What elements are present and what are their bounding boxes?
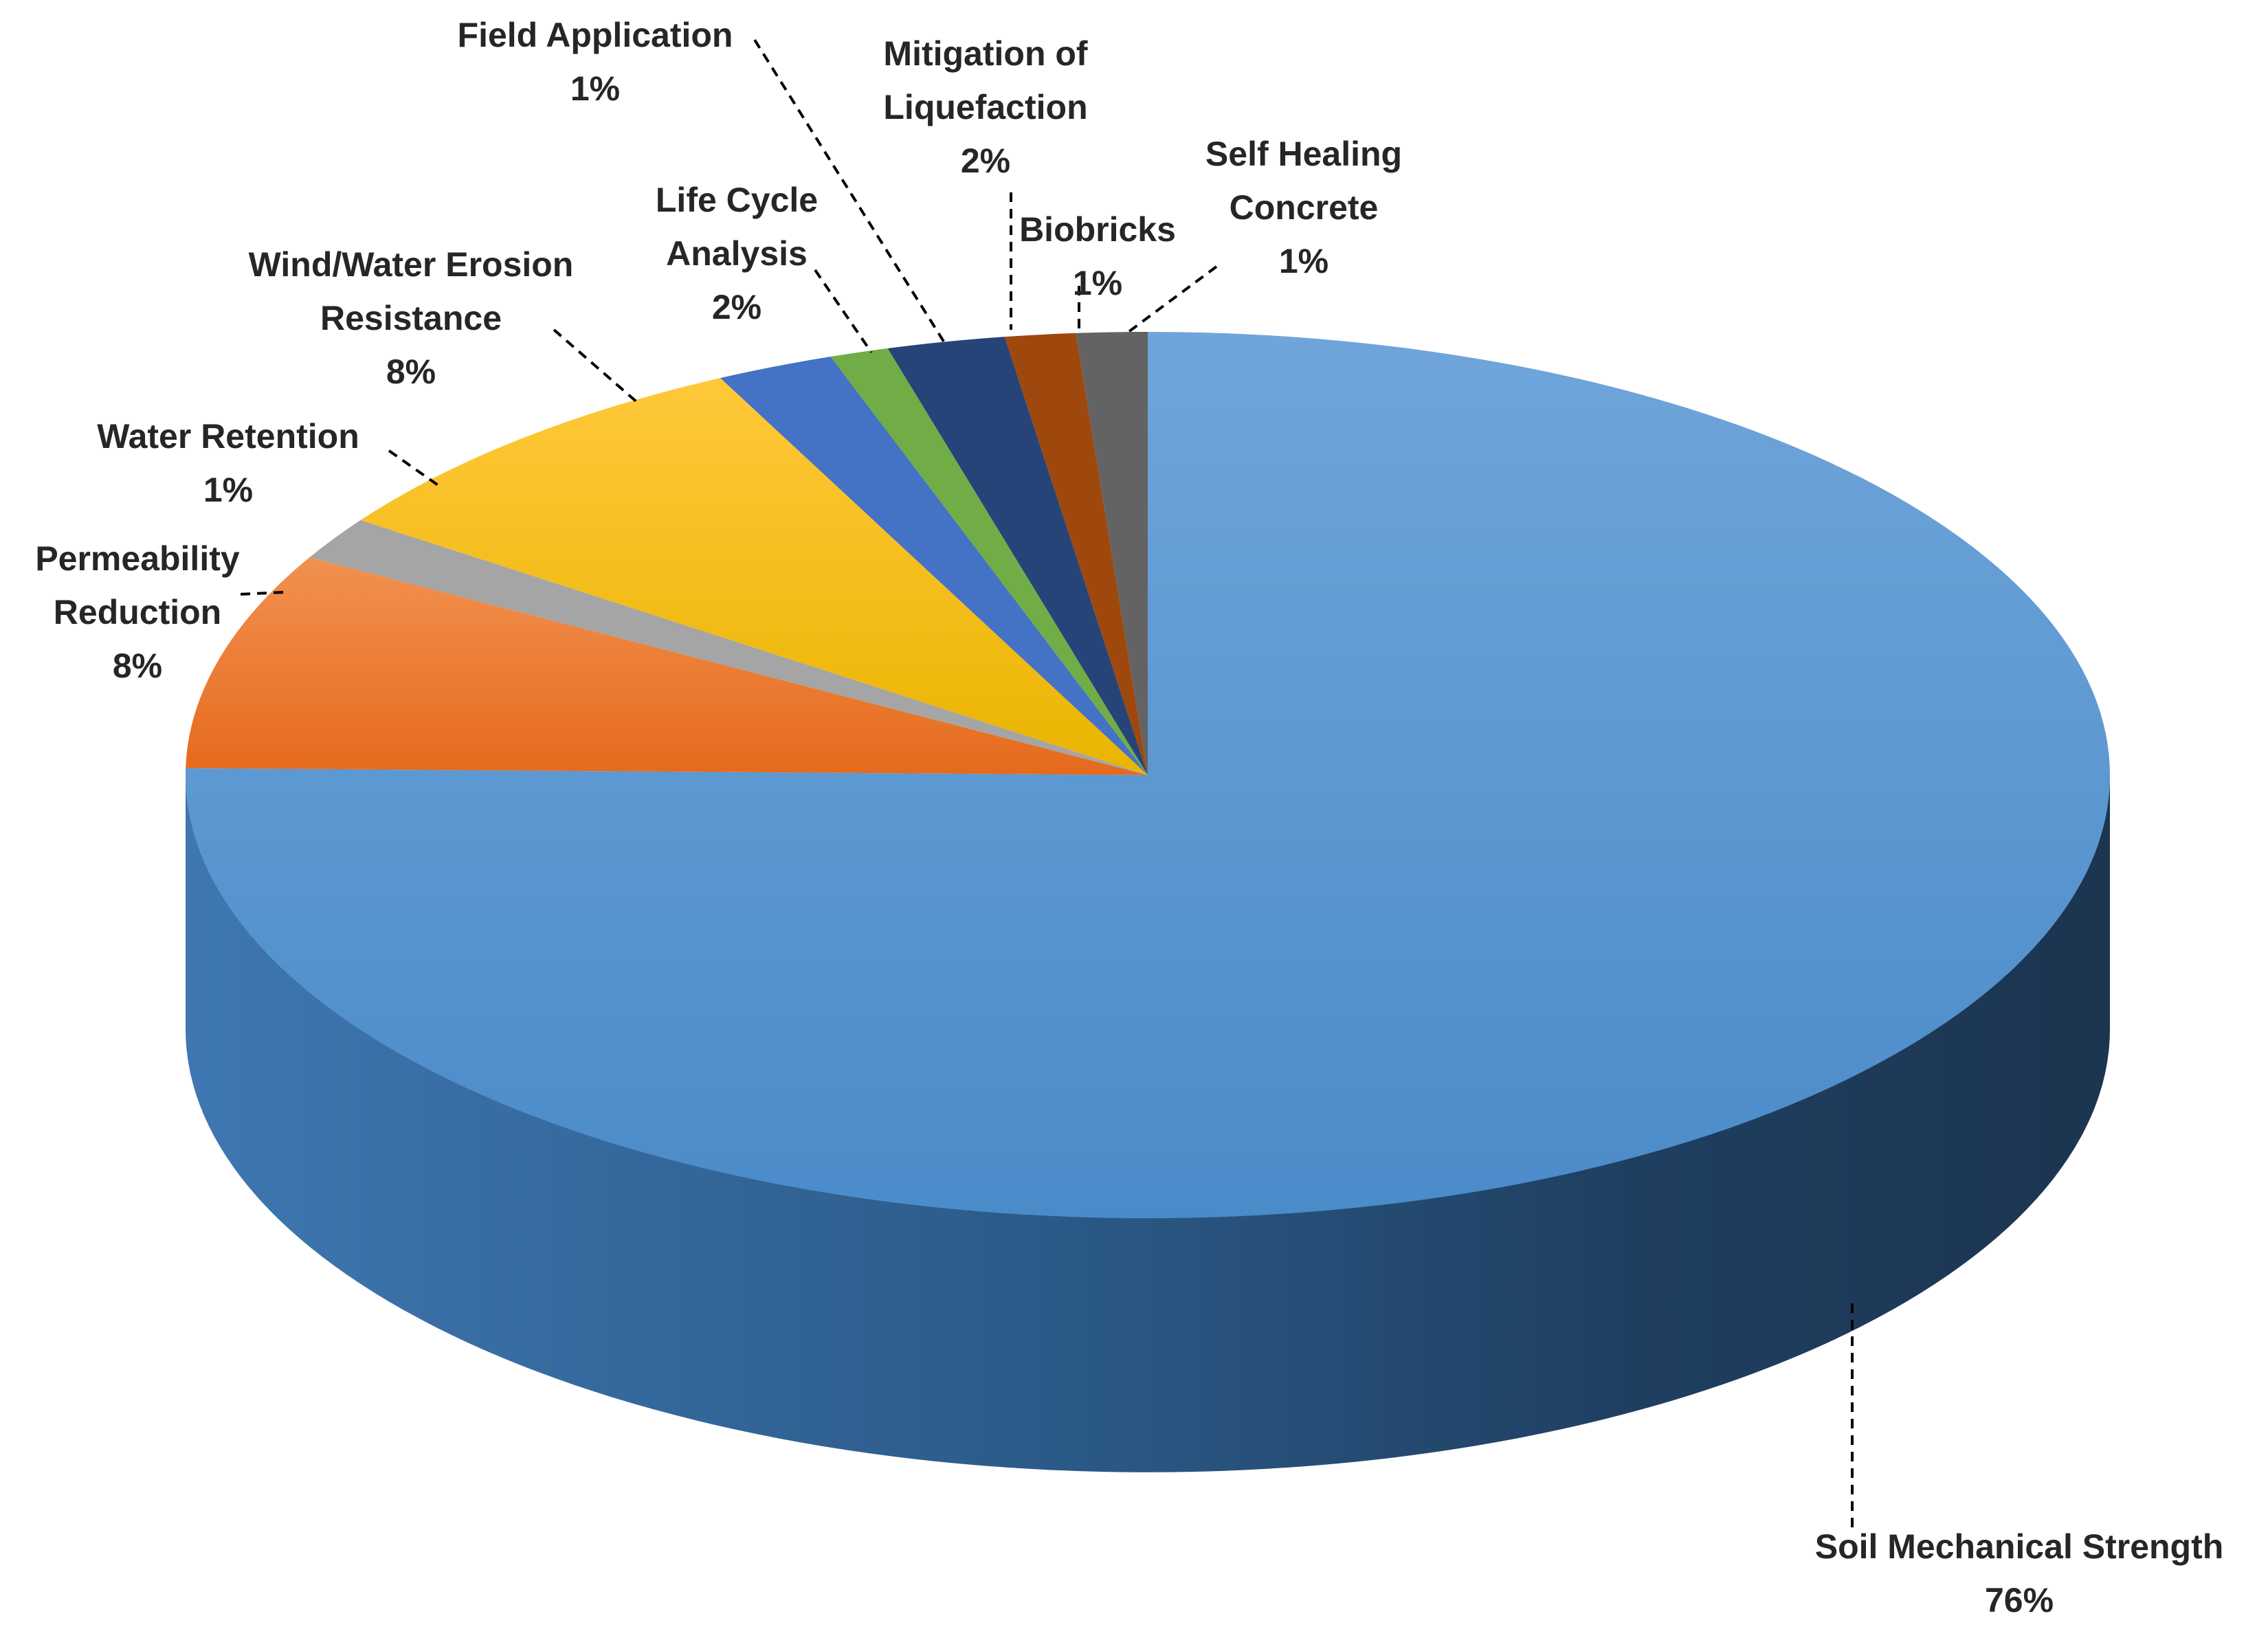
slice-label-biobricks-line-1: Biobricks xyxy=(1019,210,1176,249)
pie-slice-mitigation-of-liquefaction xyxy=(887,337,1148,775)
slice-value-water-retention: 1% xyxy=(203,471,253,509)
pie-slice-water-retention xyxy=(309,520,1148,775)
slice-value-self-healing-concrete: 1% xyxy=(1279,242,1328,280)
slice-label-permeability-reduction-line-1: Permeability xyxy=(35,539,240,578)
slice-label-self-healing-concrete-line-1: Self Healing xyxy=(1205,135,1402,173)
slice-label-wind-water-erosion-resistance-line-2: Resistance xyxy=(320,299,502,337)
pie-slice-life-cycle-analysis xyxy=(720,357,1148,775)
leader-line-wind-water-erosion-resistance xyxy=(553,328,641,405)
pie-slice-wind-water-erosion-resistance xyxy=(360,378,1148,775)
pie-side-wall xyxy=(186,775,2110,1472)
slice-label-mitigation-of-liquefaction-line-1: Mitigation of xyxy=(883,34,1087,73)
pie-slice-biobricks xyxy=(1004,333,1148,776)
slice-label-water-retention-line-1: Water Retention xyxy=(97,417,359,456)
pie-slice-self-healing-concrete xyxy=(1076,332,1148,775)
slice-label-self-healing-concrete-line-2: Concrete xyxy=(1230,188,1379,227)
slice-label-permeability-reduction-line-2: Reduction xyxy=(54,593,221,631)
slice-value-biobricks: 1% xyxy=(1073,264,1122,302)
slice-value-mitigation-of-liquefaction: 2% xyxy=(961,142,1010,180)
slice-label-wind-water-erosion-resistance-line-1: Wind/Water Erosion xyxy=(249,245,574,284)
slice-value-soil-mechanical-strength: 76% xyxy=(1985,1581,2054,1619)
slice-label-life-cycle-analysis-line-2: Analysis xyxy=(666,234,808,273)
slice-label-field-application-line-1: Field Application xyxy=(458,16,733,54)
leader-line-self-healing-concrete xyxy=(1124,265,1218,335)
leader-line-water-retention xyxy=(388,449,441,488)
pie-slice-field-application xyxy=(830,348,1148,775)
slice-label-soil-mechanical-strength-line-1: Soil Mechanical Strength xyxy=(1815,1527,2224,1566)
leader-line-permeability-reduction xyxy=(238,591,284,596)
slice-value-wind-water-erosion-resistance: 8% xyxy=(386,352,436,391)
slice-value-field-application: 1% xyxy=(570,69,620,108)
slice-value-permeability-reduction: 8% xyxy=(113,647,162,685)
leader-line-life-cycle-analysis xyxy=(814,269,873,354)
slice-value-life-cycle-analysis: 2% xyxy=(712,288,761,326)
leader-line-field-application xyxy=(753,38,946,345)
slice-label-life-cycle-analysis-line-1: Life Cycle xyxy=(656,181,818,219)
slice-label-mitigation-of-liquefaction-line-2: Liquefaction xyxy=(883,88,1087,126)
pie-slice-permeability-reduction xyxy=(186,557,1148,775)
